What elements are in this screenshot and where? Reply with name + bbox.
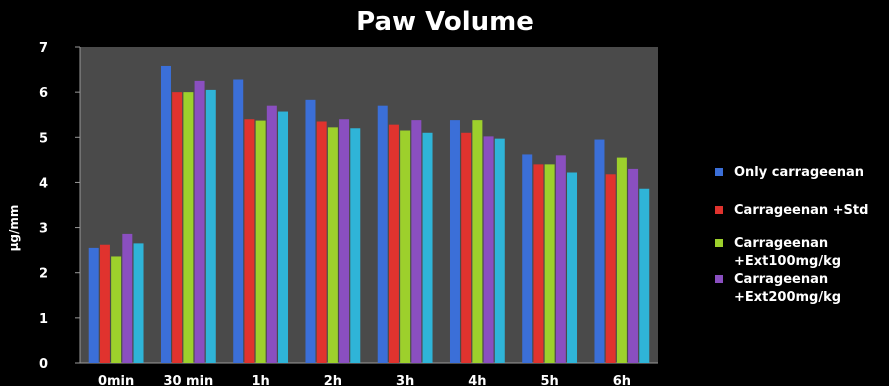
bar [522, 154, 533, 363]
bar [567, 172, 578, 363]
legend-swatch [715, 168, 723, 176]
bar [88, 247, 99, 363]
bar [555, 155, 566, 363]
legend-swatch [715, 275, 723, 283]
bar [350, 128, 361, 363]
chart-title: Paw Volume [356, 7, 534, 37]
x-tick-label: 4h [468, 374, 486, 386]
bar [305, 99, 316, 363]
x-tick-label: 1h [251, 374, 269, 386]
x-tick-label: 6h [613, 374, 631, 386]
bar [388, 124, 399, 364]
bar [628, 168, 639, 363]
bar [483, 136, 494, 363]
legend-swatch [715, 206, 723, 214]
x-tick-label: 3h [396, 374, 414, 386]
bar [183, 92, 194, 363]
bar [172, 92, 183, 363]
bar [422, 132, 433, 363]
bar [122, 233, 133, 363]
bar [544, 164, 555, 363]
x-tick-label: 0min [98, 374, 134, 386]
bar [316, 121, 327, 364]
bar [461, 132, 472, 363]
bar [472, 120, 483, 363]
bar [194, 80, 205, 364]
legend-label: Only carrageenan [734, 165, 864, 180]
y-tick-label: 5 [39, 131, 48, 146]
bar [255, 120, 266, 363]
y-tick-label: 2 [39, 267, 48, 282]
bar [233, 79, 244, 363]
legend-label: Carrageenan +Std [734, 203, 868, 218]
bar [533, 164, 544, 363]
legend-label: +Ext100mg/kg [734, 254, 841, 269]
bar [99, 244, 110, 363]
legend-label: Carrageenan [734, 236, 828, 251]
y-tick-label: 3 [39, 222, 48, 237]
x-tick-label: 2h [324, 374, 342, 386]
bar [411, 120, 422, 363]
bar [616, 157, 627, 363]
y-tick-label: 6 [39, 86, 48, 101]
legend-label: Carrageenan [734, 272, 828, 287]
bar [594, 139, 605, 363]
y-tick-label: 0 [39, 357, 48, 372]
bar [266, 105, 277, 363]
bar [244, 119, 255, 363]
bar [377, 105, 388, 363]
x-tick-label: 5h [540, 374, 558, 386]
bar [205, 89, 216, 363]
bar [400, 130, 411, 363]
legend-label: +Ext200mg/kg [734, 290, 841, 305]
bar [339, 119, 350, 363]
bar [494, 138, 505, 363]
bar [278, 111, 289, 363]
y-axis-label: μg/mm [7, 205, 21, 252]
y-tick-label: 7 [39, 41, 48, 56]
y-tick-label: 1 [39, 312, 48, 327]
bar [639, 188, 650, 363]
bar [133, 243, 144, 363]
y-tick-label: 4 [39, 176, 48, 191]
legend: Only carrageenan Carrageenan +Std Carragee… [715, 165, 868, 305]
plot-area: 0 1 2 3 4 5 6 7 0min 30 min 1h 2h 3h 4h 5h 6h [39, 41, 658, 386]
bar [111, 256, 122, 363]
bar [449, 120, 460, 363]
bar [605, 174, 616, 363]
bar [327, 127, 338, 363]
legend-swatch [715, 239, 723, 247]
bar [160, 65, 171, 364]
x-tick-label: 30 min [163, 374, 213, 386]
